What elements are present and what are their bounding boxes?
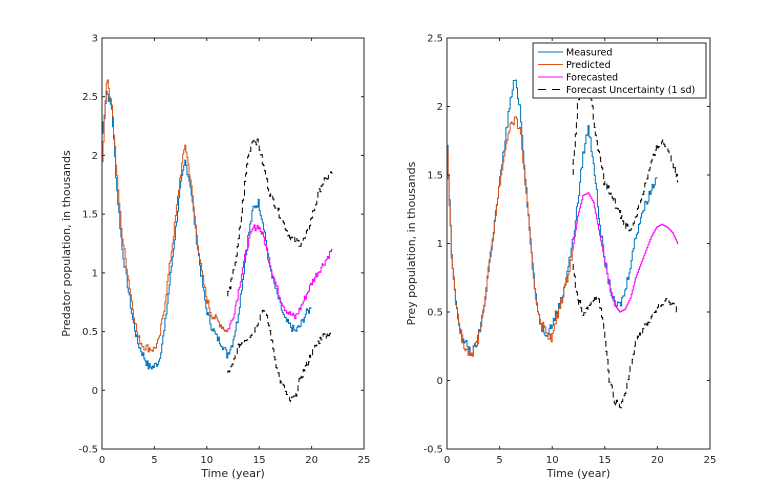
series-predicted [101, 79, 228, 353]
x-tick-label: 20 [651, 455, 664, 466]
x-tick-label: 25 [358, 455, 371, 466]
x-tick-label: 0 [444, 455, 450, 466]
legend-item-forecasted: Forecasted [538, 73, 618, 84]
y-tick-label: 1.5 [82, 210, 98, 221]
x-tick-label: 5 [496, 455, 502, 466]
x-axis-label: Time (year) [200, 467, 265, 480]
y-tick-label: 0.5 [82, 327, 98, 338]
y-tick-label: 1 [92, 268, 98, 279]
series-forecasted [227, 224, 333, 332]
series-forecast-uncertainty-lower-1-sd [572, 264, 679, 409]
series-forecast-uncertainty-lower-1-sd [227, 309, 333, 403]
legend-label: Measured [566, 48, 612, 59]
x-tick-label: 5 [151, 455, 157, 466]
x-tick-label: 10 [200, 455, 213, 466]
y-tick-label: 3 [92, 34, 98, 45]
y-tick-label: 1 [437, 239, 443, 250]
x-tick-label: 25 [704, 455, 717, 466]
x-tick-label: 10 [546, 455, 559, 466]
series-forecast-uncertainty-1-sd [227, 138, 333, 297]
y-tick-label: 0 [437, 376, 443, 387]
x-tick-label: 0 [99, 455, 105, 466]
axes-box [101, 37, 365, 450]
x-tick-label: 20 [305, 455, 318, 466]
x-tick-label: 15 [598, 455, 611, 466]
y-axis-label: Predator population, in thousands [60, 150, 73, 337]
legend-label: Forecasted [566, 73, 618, 84]
y-tick-label: -0.5 [78, 445, 98, 456]
legend-label: Predicted [566, 60, 611, 71]
series-measured [101, 90, 312, 370]
legend-label: Forecast Uncertainty (1 sd) [566, 85, 695, 96]
y-tick-label: -0.5 [423, 445, 443, 456]
series-forecasted [572, 192, 679, 313]
legend-item-predicted: Predicted [538, 60, 611, 71]
series-predicted [446, 116, 574, 357]
x-axis-label: Time (year) [546, 467, 611, 480]
x-tick-label: 15 [253, 455, 266, 466]
y-tick-label: 0 [92, 386, 98, 397]
y-tick-label: 2.5 [82, 92, 98, 103]
y-tick-label: 0.5 [427, 308, 443, 319]
y-tick-label: 2.5 [427, 34, 443, 45]
y-axis-label: Prey population, in thousands [405, 161, 418, 325]
legend-item-measured: Measured [538, 48, 612, 59]
y-tick-label: 2 [92, 151, 98, 162]
legend-item-forecast-uncertainty-1-sd: Forecast Uncertainty (1 sd) [538, 85, 695, 96]
y-tick-label: 1.5 [427, 171, 443, 182]
y-tick-label: 2 [437, 102, 443, 113]
